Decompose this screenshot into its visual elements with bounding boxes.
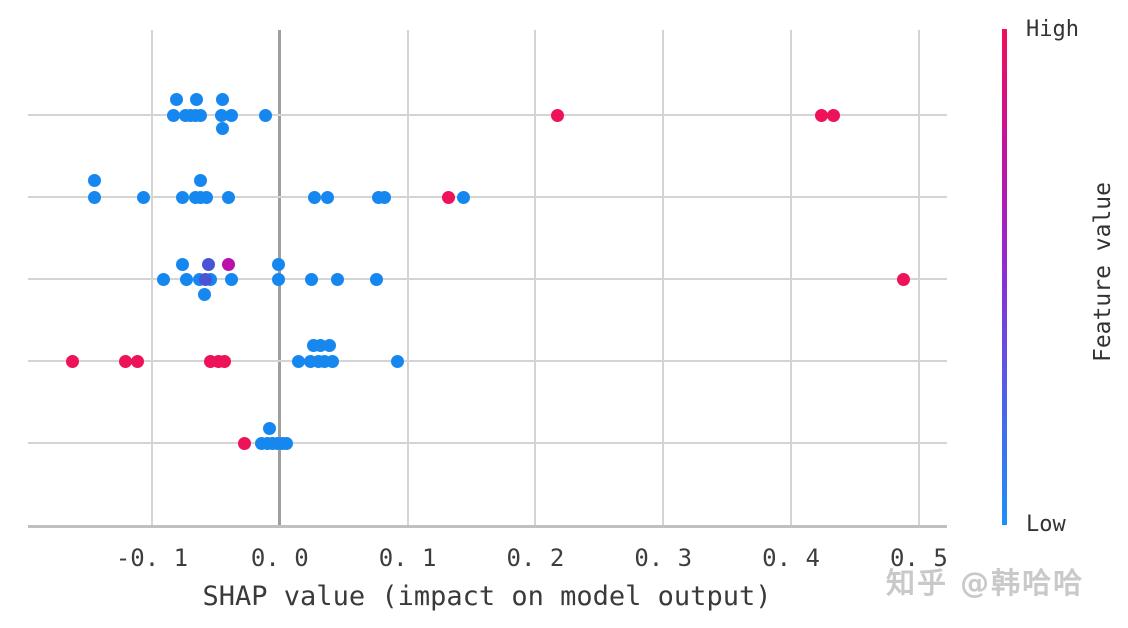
scatter-point [87,173,101,187]
scatter-point [320,190,334,204]
scatter-point [197,287,211,301]
scatter-point [136,190,150,204]
scatter-point [378,190,392,204]
feature-row-gridline [28,114,947,116]
scatter-point [897,272,911,286]
colorbar-high-label: High [1026,17,1079,42]
colorbar-gradient [1002,29,1007,525]
colorbar-title: Feature value [1090,181,1116,363]
scatter-point [156,272,170,286]
x-tick-label: -0. 1 [115,544,189,572]
scatter-point [131,354,145,368]
colorbar-low-label: Low [1026,512,1066,537]
scatter-point [194,108,208,122]
x-tick-label: 0. 4 [762,544,820,572]
feature-row-gridline [28,360,947,362]
scatter-point [550,108,564,122]
scatter-point [292,354,306,368]
scatter-point [224,272,238,286]
scatter-point [390,354,404,368]
scatter-point [279,436,293,450]
scatter-point [190,92,204,106]
scatter-point [237,436,251,450]
scatter-point [224,108,238,122]
x-tick-label: 0. 5 [889,544,948,572]
scatter-point [272,272,286,286]
scatter-point [200,190,214,204]
scatter-point [442,190,456,204]
scatter-point [263,421,277,435]
scatter-point [199,272,213,286]
scatter-point [215,92,229,106]
scatter-point [66,354,80,368]
x-tick-label: 0. 1 [378,544,437,572]
scatter-point [201,257,215,271]
x-tick-label: 0. 3 [634,544,693,572]
scatter-point [222,257,236,271]
scatter-point [305,272,319,286]
scatter-point [325,354,339,368]
scatter-point [176,190,190,204]
x-tick-label: 0. 0 [250,544,309,572]
feature-row-gridline [28,196,947,198]
scatter-point [457,190,471,204]
x-axis-line [28,525,947,528]
scatter-point [222,190,236,204]
scatter-point [176,257,190,271]
scatter-point [826,108,840,122]
scatter-point [330,272,344,286]
scatter-point [218,354,232,368]
scatter-point [167,108,181,122]
scatter-point [87,190,101,204]
scatter-point [370,272,384,286]
scatter-point [215,121,229,135]
scatter-point [307,190,321,204]
x-axis-title: SHAP value (impact on model output) [202,581,772,612]
plot-area [28,30,947,526]
scatter-point [169,92,183,106]
scatter-point [179,272,193,286]
scatter-point [118,354,132,368]
feature-row-gridline [28,442,947,444]
scatter-point [323,338,337,352]
feature-row-gridline [28,278,947,280]
scatter-point [214,108,228,122]
scatter-point [194,173,208,187]
x-tick-label: 0. 2 [506,544,565,572]
scatter-point [815,108,829,122]
watermark: 知乎 @韩哈哈 [886,566,1085,600]
scatter-point [259,108,273,122]
scatter-point [272,257,286,271]
